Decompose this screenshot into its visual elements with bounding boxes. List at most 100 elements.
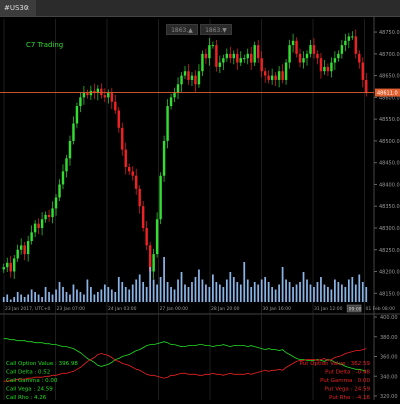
candle-body: [197, 71, 201, 85]
call-greek-row: Call Gamma : 0.00: [6, 378, 58, 384]
put-greek-row: Put Delta : -0.48: [325, 370, 370, 376]
candle-body: [2, 267, 5, 270]
candle-body: [58, 184, 61, 198]
candle-body: [232, 53, 236, 59]
volume-bar: [246, 279, 249, 302]
indicator-panel: Call Option Value : 396.98 Call Delta : 0…: [3, 338, 370, 401]
candle-body: [222, 58, 225, 63]
toolbar-right-button[interactable]: 1863.▼: [200, 24, 232, 35]
volume-bar: [323, 284, 326, 302]
candle-body: [218, 62, 222, 67]
toolbar-left-button[interactable]: 1863.▲: [166, 24, 198, 35]
volume-bar: [198, 269, 200, 302]
y-tick-label: 48700.0: [379, 52, 400, 58]
candle-body: [267, 75, 270, 80]
volume-bar: [41, 297, 43, 302]
volume-bar: [218, 284, 221, 302]
candle-body: [148, 245, 152, 272]
candle-body: [86, 93, 89, 96]
candle-body: [89, 90, 93, 96]
volume-bar: [173, 289, 176, 302]
volume-bar: [135, 279, 138, 302]
volume-bar: [20, 294, 23, 302]
candle-body: [68, 140, 72, 159]
volume-bar: [260, 279, 263, 302]
y-tick-label: 48550.0: [379, 117, 400, 123]
candle-body: [61, 171, 65, 185]
candle-body: [155, 219, 159, 255]
volume-bar: [274, 289, 277, 302]
candle-body: [159, 175, 162, 220]
candle-body: [134, 175, 138, 189]
volume-bar: [243, 262, 246, 302]
y-tick-label: 48250.0: [379, 248, 400, 254]
candle-body: [103, 95, 107, 98]
candle-body: [145, 227, 148, 246]
volume-bar: [27, 294, 30, 302]
candle-body: [100, 88, 103, 96]
volume-bar: [351, 277, 354, 302]
candle-body: [117, 110, 120, 128]
candle-body: [40, 219, 44, 228]
volume-bar: [330, 289, 333, 302]
x-tick-label: 24 Jan 03:00: [108, 306, 137, 312]
volume-bar: [6, 294, 9, 302]
tab-us30[interactable]: #US30 ×: [0, 0, 36, 16]
close-icon[interactable]: ×: [24, 4, 30, 12]
candle-body: [166, 106, 169, 141]
candle-body: [121, 127, 124, 150]
volume-bar: [340, 284, 343, 302]
volume-bar: [55, 289, 57, 302]
volume-bar: [44, 287, 47, 302]
indicator-y-tick-label: 400.00: [380, 315, 398, 321]
volume-bar: [96, 292, 99, 302]
candle-body: [201, 53, 204, 72]
volume-bar: [48, 292, 50, 302]
volume-bar: [344, 287, 347, 302]
volume-bar: [9, 299, 12, 302]
volume-bar: [13, 297, 16, 302]
candle-body: [44, 214, 47, 220]
volume-bar: [121, 282, 124, 302]
volume-bar: [30, 289, 33, 302]
candle-body: [239, 58, 242, 63]
volume-bar: [177, 279, 179, 302]
volume-bar: [229, 272, 232, 302]
volume-bar: [191, 282, 193, 302]
volume-bar: [299, 282, 301, 302]
x-tick-label: 23 Jan 07:00: [57, 306, 86, 312]
y-tick-label: 48300.0: [379, 226, 400, 232]
candle-body: [96, 88, 100, 94]
candle-body: [194, 75, 197, 85]
x-tick-label: 27 Jan 00:00: [160, 306, 189, 312]
candle-body: [173, 93, 176, 98]
candle-body: [208, 45, 211, 59]
chart-canvas: 23 Jan 2017, UTC+0 23 Jan 07:00 24 Jan 03:…: [0, 17, 400, 401]
volume-bar: [117, 277, 120, 302]
volume-bar: [232, 277, 235, 302]
candle-body: [316, 53, 319, 59]
candle-body: [9, 262, 12, 272]
volume-bar: [313, 287, 315, 302]
candle-body: [344, 40, 347, 46]
candle-body: [176, 84, 180, 94]
candle-body: [351, 36, 354, 38]
x-tick-label: 23 Jan 2017, UTC+0: [5, 306, 51, 312]
volume-bar: [264, 277, 267, 302]
candle-body: [246, 53, 249, 59]
x-tick-label: 01 Feb 08:00: [366, 306, 396, 312]
candle-body: [253, 45, 256, 63]
candle-body: [72, 123, 75, 141]
call-greek-row: Call Delta : 0.52: [6, 370, 50, 376]
price-pane-bg: [0, 19, 374, 302]
y-tick-label: 48750.0: [379, 30, 400, 36]
candle-body: [337, 53, 340, 59]
volume-bar: [201, 279, 204, 302]
volume-bar: [361, 282, 364, 302]
candle-body: [124, 149, 127, 168]
volume-bar: [149, 267, 152, 302]
candle-body: [51, 208, 54, 218]
volume-bar: [2, 297, 5, 302]
candle-body: [190, 75, 194, 80]
volume-bar: [114, 292, 117, 302]
